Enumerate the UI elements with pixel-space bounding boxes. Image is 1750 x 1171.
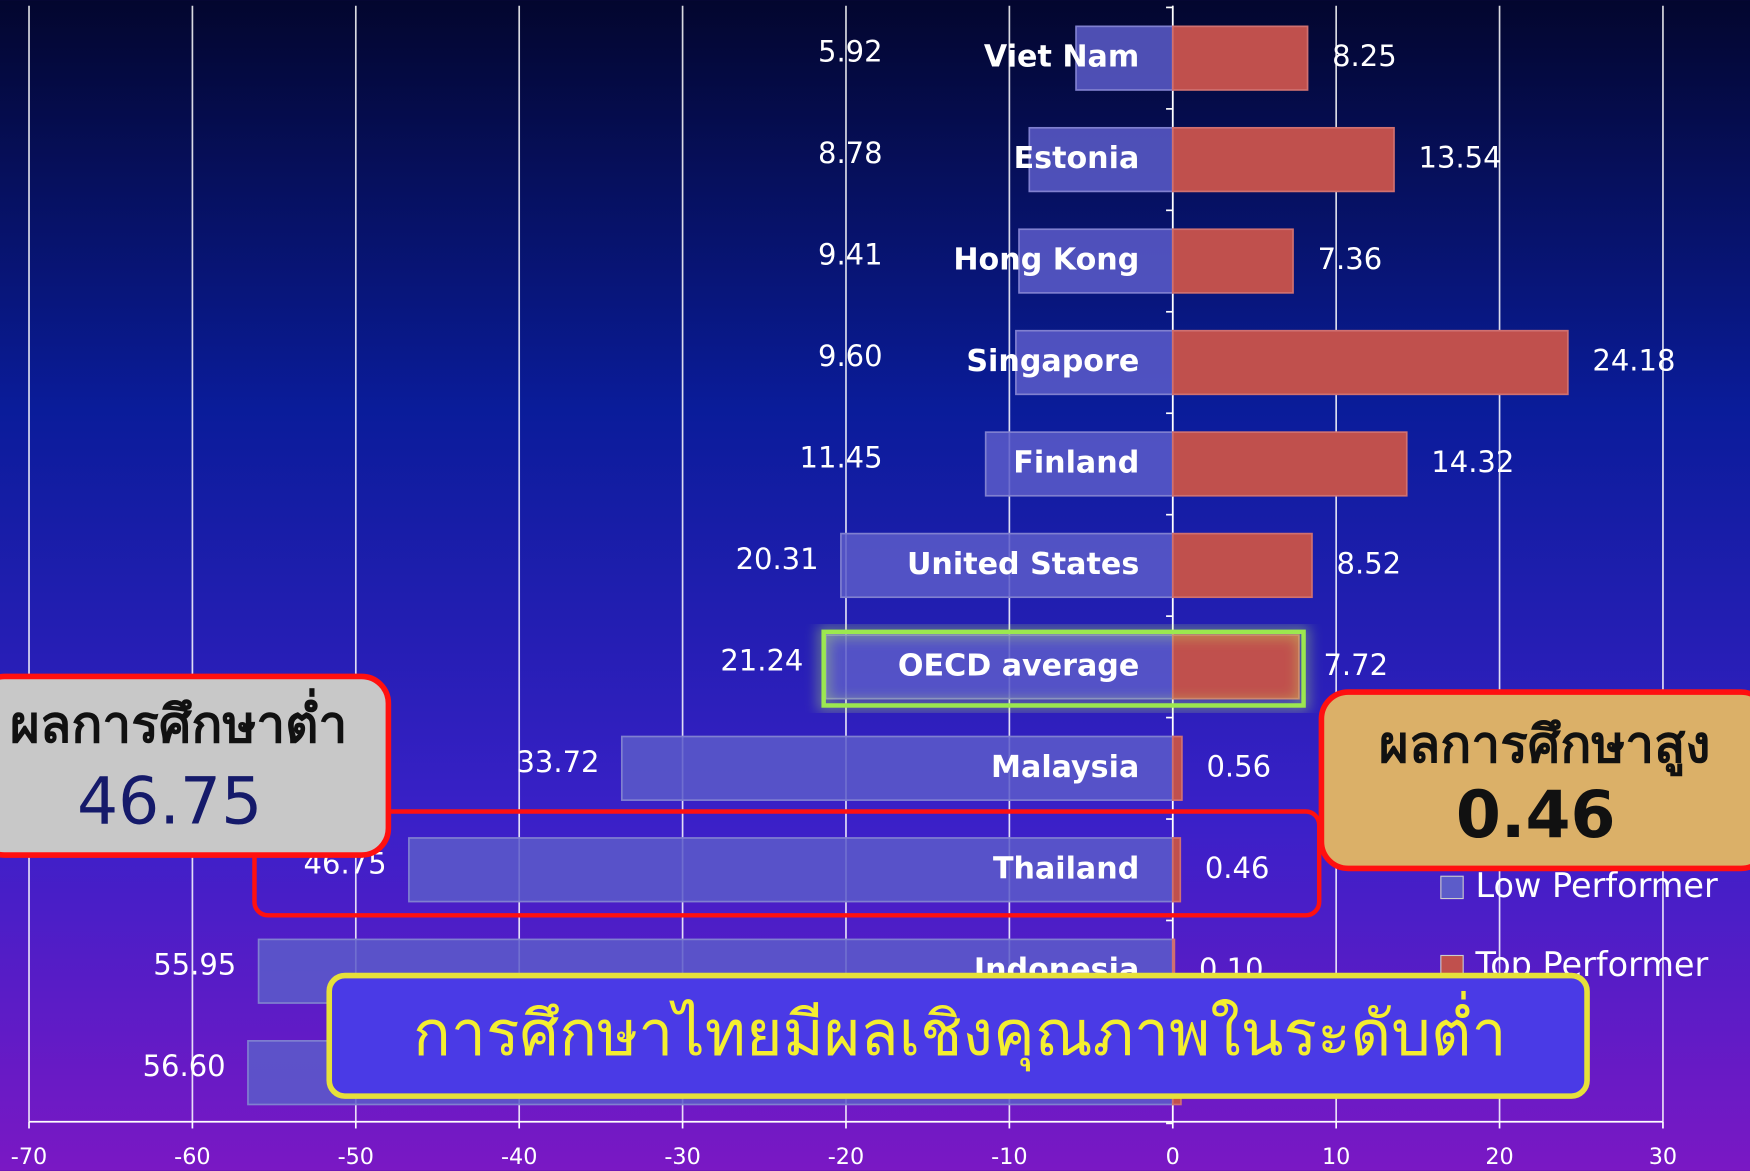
x-tick-label: 30 <box>1649 1144 1677 1170</box>
banner: การศึกษาไทยมีผลเชิงคุณภาพในระดับต่ำ <box>326 972 1590 1099</box>
value-label: 24.18 <box>1592 344 1675 378</box>
x-tick-label: -50 <box>338 1144 374 1170</box>
high-callout: ผลการศึกษาสูง 0.46 <box>1318 689 1750 872</box>
bars <box>247 25 1569 1106</box>
value-label: 13.54 <box>1419 141 1502 175</box>
bar <box>408 837 1174 903</box>
x-tick-label: 10 <box>1322 1144 1350 1170</box>
value-label: 9.41 <box>818 238 883 272</box>
category-label: Viet Nam <box>984 40 1139 75</box>
thailand-highlight <box>252 809 1322 918</box>
value-label: 33.72 <box>516 745 599 779</box>
x-tick-label: 0 <box>1166 1144 1180 1170</box>
callout-box <box>0 673 392 858</box>
bar <box>1171 634 1300 700</box>
x-tick-label: -20 <box>828 1144 864 1170</box>
banner-box <box>326 972 1590 1099</box>
bar <box>1171 126 1395 193</box>
bar <box>1018 228 1174 294</box>
value-label: 7.72 <box>1323 648 1388 682</box>
x-tick-label: 20 <box>1485 1144 1513 1170</box>
category-label: Estonia <box>1014 141 1140 176</box>
x-tick-label: -40 <box>501 1144 537 1170</box>
category-label: Hong Kong <box>953 243 1139 278</box>
bar <box>1028 126 1174 193</box>
x-tick-label: -10 <box>991 1144 1027 1170</box>
value-label: 56.60 <box>143 1049 226 1083</box>
category-label: Singapore <box>966 344 1139 379</box>
bar <box>1171 431 1408 497</box>
value-label: 14.32 <box>1431 445 1514 479</box>
value-label: 0.56 <box>1206 749 1271 783</box>
bar <box>840 532 1174 599</box>
callout-title: ผลการศึกษาสูง <box>1379 715 1711 777</box>
x-tick-label: -30 <box>664 1144 700 1170</box>
bar <box>1171 532 1313 599</box>
category-label: Malaysia <box>991 750 1139 785</box>
value-label: 5.92 <box>818 35 883 69</box>
value-label: 11.45 <box>800 440 883 474</box>
value-label: 8.25 <box>1332 39 1397 73</box>
banner-text: การศึกษาไทยมีผลเชิงคุณภาพในระดับต่ำ <box>413 991 1507 1071</box>
low-callout: ผลการศึกษาต่ำ 46.75 <box>0 673 392 858</box>
value-label: 20.31 <box>736 542 819 576</box>
callout-box <box>1318 689 1750 872</box>
callout-value: 0.46 <box>1456 778 1616 853</box>
value-label: 0.46 <box>1205 851 1270 885</box>
category-label: OECD average <box>898 648 1139 683</box>
value-label: 21.24 <box>720 643 803 677</box>
legend-label: Low Performer <box>1475 866 1718 905</box>
x-tick-label: -60 <box>174 1144 210 1170</box>
bar <box>1171 837 1182 903</box>
labels: 5.928.789.419.6011.4520.3121.2433.7246.7… <box>143 35 1676 1084</box>
value-label: 8.78 <box>818 136 883 170</box>
category-label: Finland <box>1013 445 1139 480</box>
bar <box>1015 329 1174 396</box>
value-label: 7.36 <box>1318 242 1383 276</box>
value-label: 9.60 <box>818 339 883 373</box>
x-tick-label: -70 <box>11 1144 47 1170</box>
bar <box>1075 25 1174 91</box>
oecd-glow <box>818 626 1310 712</box>
value-label: 55.95 <box>153 948 236 982</box>
grid: -70 -60 -50 -40 -30 -20 -10 0 10 20 30 <box>11 5 1677 1170</box>
bar <box>1171 228 1294 294</box>
bar <box>1171 735 1183 801</box>
category-label: Thailand <box>993 851 1139 886</box>
bar <box>1171 25 1309 91</box>
callout-title: ผลการศึกษาต่ำ <box>10 688 347 755</box>
bar <box>1171 329 1569 396</box>
category-label: United States <box>907 547 1139 582</box>
callout-value: 46.75 <box>77 765 262 840</box>
bar <box>984 431 1174 497</box>
legend-swatch <box>1440 875 1464 900</box>
value-label: 8.52 <box>1337 546 1402 580</box>
